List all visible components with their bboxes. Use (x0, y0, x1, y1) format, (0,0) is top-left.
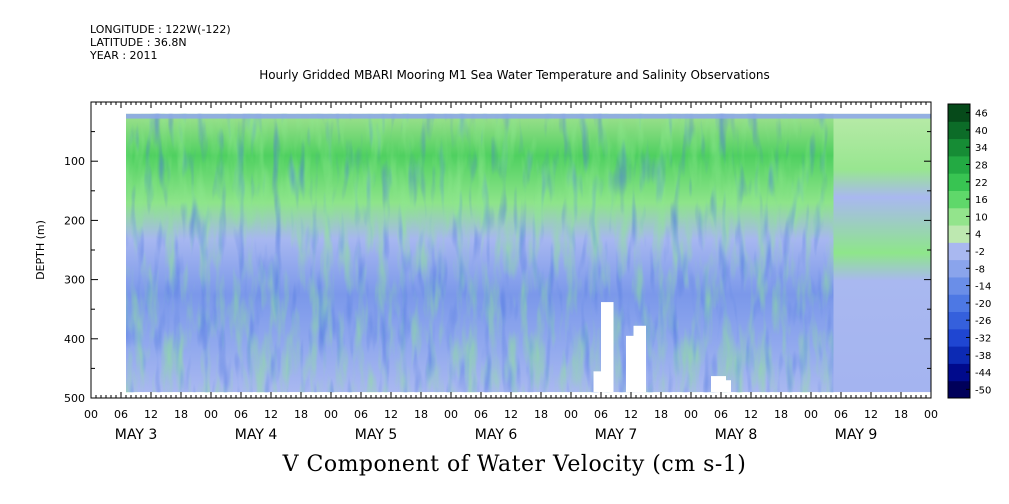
colorbar-swatch (948, 276, 970, 295)
missing-data-block (641, 325, 646, 393)
x-hour-label: 18 (774, 408, 788, 421)
missing-data-block (601, 302, 614, 393)
field-top-strip (126, 113, 931, 119)
x-hour-label: 06 (234, 408, 248, 421)
colorbar-label: 22 (975, 178, 988, 189)
field-may9-band (833, 113, 931, 393)
y-tick-label: 300 (64, 274, 85, 287)
colorbar-swatch (948, 294, 970, 313)
colorbar-swatch (948, 225, 970, 243)
colorbar-label: 10 (975, 212, 988, 223)
colorbar-label: 40 (975, 126, 988, 137)
x-day-label: MAY 5 (355, 427, 397, 443)
colorbar-swatch (948, 121, 970, 140)
x-hour-label: 18 (414, 408, 428, 421)
colorbar-label: -50 (975, 385, 991, 396)
x-hour-label: 18 (174, 408, 188, 421)
latitude-label: LATITUDE : 36.8N (90, 36, 187, 49)
colorbar-label: -2 (975, 247, 985, 258)
colorbar-label: -8 (975, 264, 985, 275)
y-tick-label: 100 (64, 155, 85, 168)
colorbar-swatch (948, 328, 970, 347)
colorbar-swatch (948, 363, 970, 382)
x-hour-label: 00 (204, 408, 218, 421)
x-day-label: MAY 3 (115, 427, 157, 443)
missing-data-block (626, 335, 634, 393)
x-hour-label: 06 (114, 408, 128, 421)
colorbar-swatch (948, 104, 970, 122)
colorbar-label: 46 (975, 109, 988, 120)
x-hour-label: 12 (264, 408, 278, 421)
x-hour-label: 12 (744, 408, 758, 421)
colorbar-label: -44 (975, 368, 991, 379)
colorbar-label: 16 (975, 195, 988, 206)
x-hour-label: 00 (684, 408, 698, 421)
x-hour-label: 18 (654, 408, 668, 421)
chart-title: Hourly Gridded MBARI Mooring M1 Sea Wate… (259, 68, 770, 82)
colorbar-swatch (948, 138, 970, 157)
colorbar-label: -20 (975, 299, 991, 310)
x-hour-label: 18 (294, 408, 308, 421)
colorbar-swatch (948, 190, 970, 209)
colorbar-swatch (948, 259, 970, 278)
colorbar-swatch (948, 346, 970, 364)
x-day-label: MAY 7 (595, 427, 637, 443)
x-hour-label: 12 (384, 408, 398, 421)
missing-data-block (726, 380, 731, 393)
x-hour-label: 00 (324, 408, 338, 421)
colorbar-label: 34 (975, 143, 988, 154)
x-hour-label: 06 (354, 408, 368, 421)
colorbar-label: -32 (975, 333, 991, 344)
colorbar-swatch (948, 380, 970, 399)
plot-area (126, 113, 931, 393)
colorbar-label: 4 (975, 230, 981, 241)
colorbar-swatch (948, 242, 970, 261)
x-hour-label: 06 (474, 408, 488, 421)
variable-caption: V Component of Water Velocity (cm s-1) (282, 452, 747, 477)
field-texture (126, 113, 834, 393)
x-day-label: MAY 8 (715, 427, 757, 443)
x-hour-label: 00 (804, 408, 818, 421)
colorbar-label: 28 (975, 161, 988, 172)
y-tick-label: 200 (64, 214, 85, 227)
x-hour-label: 12 (504, 408, 518, 421)
colorbar-label: -38 (975, 351, 991, 362)
x-hour-label: 06 (594, 408, 608, 421)
y-axis-label: DEPTH (m) (34, 220, 47, 280)
missing-data-block (593, 371, 601, 393)
colorbar: 46 40 34 28 22 16 10 4 -2 -8 -14 -20 -26 -32 -38 -44 -50 (947, 103, 991, 399)
colorbar-label: -14 (975, 282, 991, 293)
x-hour-label: 06 (834, 408, 848, 421)
axes: 00 06 12 18 00 06 12 18 00 06 12 18 00 06 12 18 00 06 12 18… (34, 101, 938, 443)
longitude-label: LONGITUDE : 122W(-122) (90, 23, 231, 36)
x-hour-label: 18 (894, 408, 908, 421)
x-day-label: MAY 6 (475, 427, 518, 443)
missing-data-block (711, 376, 726, 393)
x-hour-label: 00 (564, 408, 578, 421)
colorbar-swatch (948, 173, 970, 191)
x-day-label: MAY 9 (835, 427, 877, 443)
missing-data-block (633, 325, 641, 393)
x-hour-label: 12 (864, 408, 878, 421)
year-label: YEAR : 2011 (90, 49, 158, 62)
x-hour-label: 00 (924, 408, 938, 421)
x-hour-label: 00 (84, 408, 98, 421)
x-hour-label: 06 (714, 408, 728, 421)
x-hour-label: 00 (444, 408, 458, 421)
colorbar-label: -26 (975, 316, 991, 327)
x-hour-label: 12 (144, 408, 158, 421)
x-day-label: MAY 4 (235, 427, 278, 443)
y-tick-label: 400 (64, 333, 85, 346)
colorbar-swatch (948, 311, 970, 330)
colorbar-swatch (948, 207, 970, 226)
x-hour-label: 18 (534, 408, 548, 421)
y-tick-label: 500 (64, 392, 85, 405)
colorbar-swatch (948, 155, 970, 174)
x-hour-label: 12 (624, 408, 638, 421)
